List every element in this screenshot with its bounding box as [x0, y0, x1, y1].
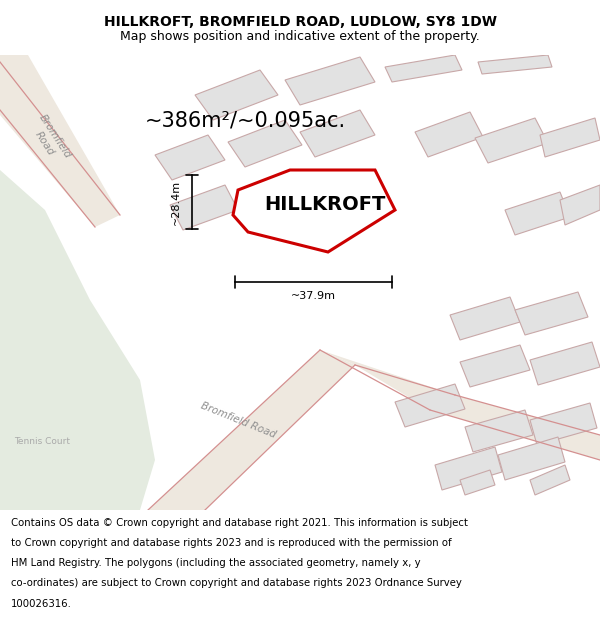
- Polygon shape: [530, 465, 570, 495]
- Polygon shape: [478, 55, 552, 74]
- Text: HM Land Registry. The polygons (including the associated geometry, namely x, y: HM Land Registry. The polygons (includin…: [11, 558, 421, 568]
- Polygon shape: [430, 395, 600, 460]
- Polygon shape: [320, 350, 455, 410]
- Text: HILLKROFT, BROMFIELD ROAD, LUDLOW, SY8 1DW: HILLKROFT, BROMFIELD ROAD, LUDLOW, SY8 1…: [104, 16, 497, 29]
- Polygon shape: [415, 112, 483, 157]
- Polygon shape: [170, 185, 238, 230]
- Polygon shape: [233, 170, 395, 252]
- Text: ~386m²/~0.095ac.: ~386m²/~0.095ac.: [145, 110, 346, 130]
- Polygon shape: [300, 110, 375, 157]
- Polygon shape: [460, 345, 530, 387]
- Polygon shape: [540, 118, 600, 157]
- Polygon shape: [505, 192, 570, 235]
- Polygon shape: [0, 170, 155, 510]
- Text: Map shows position and indicative extent of the property.: Map shows position and indicative extent…: [120, 30, 480, 43]
- Text: HILLKROFT: HILLKROFT: [265, 196, 386, 214]
- Text: Tennis Court: Tennis Court: [14, 438, 70, 446]
- Text: ~37.9m: ~37.9m: [291, 291, 336, 301]
- Polygon shape: [0, 55, 120, 227]
- Text: to Crown copyright and database rights 2023 and is reproduced with the permissio: to Crown copyright and database rights 2…: [11, 538, 451, 548]
- Polygon shape: [465, 410, 533, 452]
- Polygon shape: [155, 135, 225, 180]
- Polygon shape: [460, 470, 495, 495]
- Polygon shape: [515, 292, 588, 335]
- Polygon shape: [530, 403, 597, 445]
- Polygon shape: [228, 120, 302, 167]
- Polygon shape: [475, 118, 548, 163]
- Text: ~28.4m: ~28.4m: [171, 179, 181, 224]
- Polygon shape: [285, 57, 375, 105]
- Polygon shape: [560, 185, 600, 225]
- Polygon shape: [385, 55, 462, 82]
- Polygon shape: [148, 350, 355, 510]
- Text: Contains OS data © Crown copyright and database right 2021. This information is : Contains OS data © Crown copyright and d…: [11, 518, 468, 528]
- Polygon shape: [395, 384, 465, 427]
- Polygon shape: [530, 342, 600, 385]
- Polygon shape: [498, 437, 565, 480]
- Text: co-ordinates) are subject to Crown copyright and database rights 2023 Ordnance S: co-ordinates) are subject to Crown copyr…: [11, 578, 461, 588]
- Text: 100026316.: 100026316.: [11, 599, 71, 609]
- Polygon shape: [238, 172, 308, 217]
- Text: Bromfield
Road: Bromfield Road: [27, 113, 73, 167]
- Polygon shape: [195, 70, 278, 120]
- Text: Bromfield Road: Bromfield Road: [199, 401, 277, 439]
- Polygon shape: [450, 297, 520, 340]
- Polygon shape: [435, 447, 502, 490]
